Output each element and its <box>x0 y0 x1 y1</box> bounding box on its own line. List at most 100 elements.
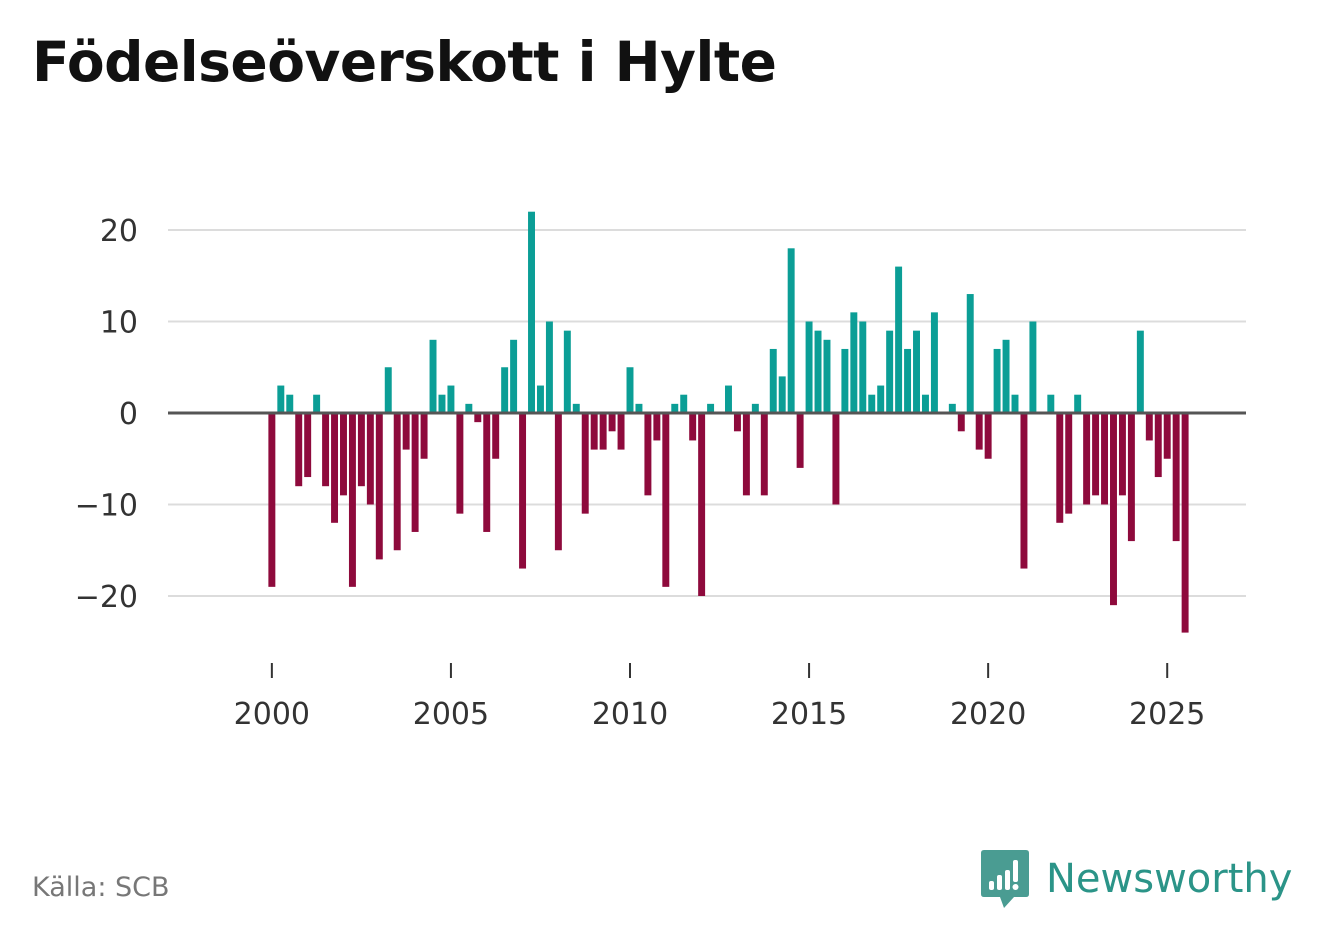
bars <box>268 211 1189 633</box>
bar <box>733 413 741 432</box>
bar <box>411 413 419 532</box>
y-tick-label: −10 <box>75 489 138 524</box>
bar <box>286 394 294 413</box>
bar <box>751 403 759 413</box>
bar <box>528 211 535 413</box>
bar <box>1011 394 1019 413</box>
bar <box>563 330 571 413</box>
bar <box>474 413 482 423</box>
bar <box>868 394 876 413</box>
bar <box>796 413 804 468</box>
bar <box>698 413 706 596</box>
bar <box>823 339 831 413</box>
bar <box>438 394 446 413</box>
bar <box>1074 394 1082 413</box>
bar <box>1056 413 1064 523</box>
bar <box>295 413 303 487</box>
x-tick-label: 2005 <box>413 697 489 732</box>
bar <box>984 413 992 459</box>
bar <box>957 413 965 432</box>
bar <box>1118 413 1126 496</box>
bar <box>340 413 347 496</box>
bar <box>769 348 777 413</box>
bar <box>1127 413 1135 542</box>
bar-chart-speech-bubble-icon <box>981 850 1029 908</box>
bar <box>814 330 822 413</box>
brand: Newsworthy <box>980 848 1292 910</box>
y-tick-label: 20 <box>100 214 138 249</box>
x-tick-label: 2025 <box>1129 697 1205 732</box>
bar <box>617 413 625 450</box>
bar <box>322 413 330 487</box>
bar <box>402 413 410 450</box>
bar <box>331 413 339 523</box>
bar <box>662 413 670 587</box>
bar <box>680 394 688 413</box>
bar <box>975 413 983 450</box>
bar <box>492 413 500 459</box>
bar <box>760 413 768 496</box>
bar <box>913 330 920 413</box>
bar <box>465 403 473 413</box>
bar <box>1020 413 1028 569</box>
bar <box>1065 413 1073 514</box>
bar <box>536 385 544 413</box>
bar <box>850 312 858 413</box>
bar <box>787 248 795 413</box>
bar <box>357 413 365 487</box>
bar <box>1154 413 1162 478</box>
bar <box>904 348 912 413</box>
bar <box>483 413 491 532</box>
bar <box>313 394 321 413</box>
y-tick-label: 10 <box>100 306 138 341</box>
bar <box>519 413 527 569</box>
bar <box>725 385 732 413</box>
bar <box>545 321 553 413</box>
bar <box>420 413 428 459</box>
x-tick-label: 2020 <box>950 697 1026 732</box>
bar <box>1110 413 1117 606</box>
bar <box>778 376 786 413</box>
bar <box>1163 413 1171 459</box>
bar <box>993 348 1001 413</box>
bar <box>832 413 840 505</box>
x-tick-label: 2010 <box>592 697 668 732</box>
bar <box>1092 413 1100 496</box>
bar <box>930 312 938 413</box>
bar <box>554 413 562 551</box>
bar <box>501 367 509 413</box>
bar <box>653 413 661 441</box>
bar <box>805 321 813 413</box>
bar <box>599 413 607 450</box>
brand-name: Newsworthy <box>1046 856 1293 902</box>
bar <box>841 348 849 413</box>
bar <box>689 413 697 441</box>
bar <box>626 367 634 413</box>
bar <box>671 403 679 413</box>
bar <box>366 413 374 505</box>
bar <box>510 339 518 413</box>
bar <box>1136 330 1144 413</box>
bar <box>644 413 652 496</box>
y-tick-label: 0 <box>119 397 138 432</box>
bar <box>375 413 383 560</box>
bar <box>1101 413 1109 505</box>
bar <box>742 413 750 496</box>
bar <box>707 403 715 413</box>
bar <box>456 413 464 514</box>
bar <box>948 403 956 413</box>
bar <box>859 321 867 413</box>
bar <box>886 330 894 413</box>
bar <box>393 413 401 551</box>
bar <box>921 394 929 413</box>
bar <box>966 294 974 413</box>
chart-title: Födelseöverskott i Hylte <box>32 30 777 94</box>
bar <box>1047 394 1055 413</box>
bar <box>348 413 356 587</box>
bar <box>572 403 580 413</box>
bar <box>1083 413 1091 505</box>
x-tick-label: 2000 <box>234 697 310 732</box>
bar <box>608 413 616 432</box>
